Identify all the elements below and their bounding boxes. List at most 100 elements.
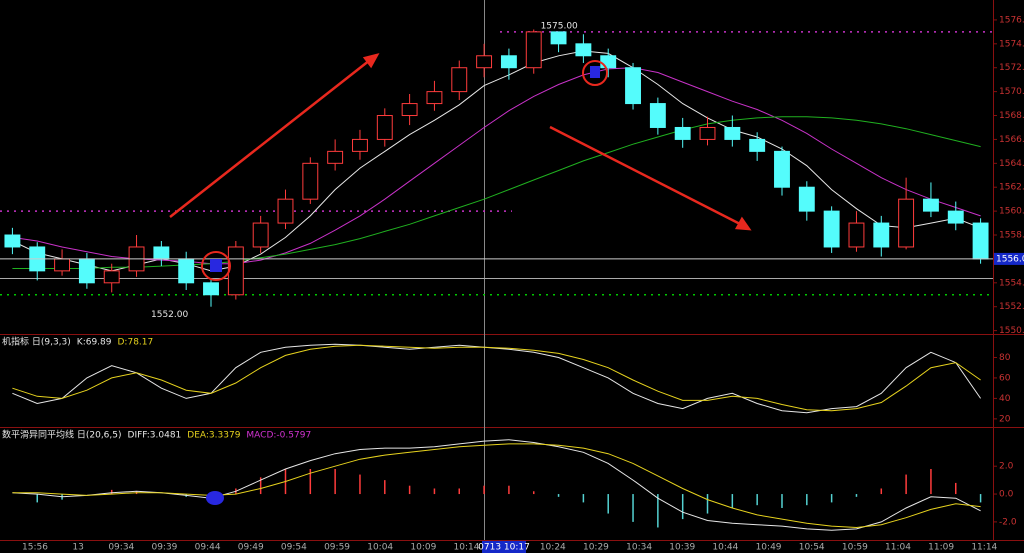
x-tick-label: 13 bbox=[72, 543, 83, 553]
x-tick-label: 10:14 bbox=[454, 543, 480, 553]
candle-body bbox=[103, 270, 120, 284]
x-tick-label: 10:59 bbox=[842, 543, 868, 553]
moving-average bbox=[12, 67, 981, 265]
y-tick-label: 1568.00 bbox=[999, 111, 1024, 121]
y-tick-label: 1564.00 bbox=[999, 159, 1024, 169]
candle-body bbox=[922, 198, 939, 212]
candle-body bbox=[78, 258, 95, 284]
signal-marker bbox=[206, 491, 224, 505]
x-tick-label: 09:54 bbox=[281, 543, 307, 553]
panel-title: 机指标 日(9,3,3) bbox=[2, 336, 71, 348]
y-tick-label: 1552.00 bbox=[999, 302, 1024, 312]
trend-arrows bbox=[169, 53, 752, 231]
candle-body bbox=[54, 258, 71, 272]
candle-body bbox=[724, 126, 741, 140]
candle-body bbox=[550, 31, 567, 45]
y-tick-label: 1554.00 bbox=[999, 278, 1024, 288]
candle-body bbox=[227, 246, 244, 296]
cursor-label-box bbox=[482, 541, 526, 553]
indicator-line bbox=[12, 439, 981, 531]
candle-body bbox=[823, 210, 840, 248]
y-tick-label: 1562.00 bbox=[999, 183, 1024, 193]
signal-circle bbox=[201, 251, 231, 281]
x-tick-label: 10:44 bbox=[712, 543, 738, 553]
x-tick-label: 10:29 bbox=[583, 543, 609, 553]
candle-body bbox=[749, 138, 766, 152]
legend-entry: MACD:-0.5797 bbox=[246, 431, 311, 441]
x-tick-label: 11:14 bbox=[971, 543, 997, 553]
panel-borders bbox=[0, 0, 1024, 541]
x-tick-label: 11:09 bbox=[928, 543, 954, 553]
moving-average bbox=[12, 50, 981, 272]
candle-body bbox=[600, 55, 617, 69]
y-tick-label: 1576.00 bbox=[999, 15, 1024, 25]
x-tick-label: 10:04 bbox=[367, 543, 393, 553]
candle-body bbox=[252, 222, 269, 248]
arrow-head bbox=[362, 53, 380, 69]
candle-body bbox=[625, 67, 641, 105]
arrow-up bbox=[169, 59, 371, 218]
x-tick-label: 09:34 bbox=[108, 543, 134, 553]
x-tick-label: 10:54 bbox=[799, 543, 825, 553]
candle-body bbox=[277, 198, 294, 224]
legend-entry: K:69.89 bbox=[77, 338, 112, 348]
last-price-label: 1556.0 bbox=[996, 254, 1024, 264]
x-tick-label: 10:49 bbox=[756, 543, 782, 553]
candle-body bbox=[972, 222, 989, 260]
candle-body bbox=[774, 150, 790, 188]
x-tick-label: 11:04 bbox=[885, 543, 911, 553]
arrow-down bbox=[549, 125, 743, 227]
y-tick-label: 20 bbox=[999, 414, 1011, 424]
arrow-head bbox=[734, 216, 752, 231]
candle-body bbox=[947, 210, 964, 224]
y-tick-label: 1550.00 bbox=[999, 326, 1024, 336]
candle-body bbox=[674, 126, 691, 140]
candle-body bbox=[699, 126, 716, 140]
moving-average bbox=[12, 116, 981, 269]
candle-body bbox=[525, 31, 542, 69]
legend-entry: DEA:3.3379 bbox=[187, 431, 240, 441]
last-price-tag bbox=[994, 252, 1024, 265]
candle-body bbox=[327, 150, 344, 164]
x-tick-label: 10:39 bbox=[669, 543, 695, 553]
plot: 1576.00 1574.00 1572.00 1570.00 1568.00 1566.… bbox=[0, 15, 1024, 553]
x-tick-label: 10:34 bbox=[626, 543, 652, 553]
x-tick-label: 09:44 bbox=[195, 543, 221, 553]
candle-body bbox=[451, 67, 468, 93]
candle-body bbox=[203, 282, 219, 296]
candle-body bbox=[153, 246, 170, 260]
y-tick-label: 1570.00 bbox=[999, 87, 1024, 97]
legend-entry: DIFF:3.0481 bbox=[128, 431, 182, 441]
indicator-line bbox=[12, 443, 981, 529]
x-tick-label: 09:49 bbox=[238, 543, 264, 553]
candle-body bbox=[848, 222, 865, 248]
y-tick-label: 60 bbox=[999, 373, 1011, 383]
y-tick-label: 1566.00 bbox=[999, 135, 1024, 145]
panel-title: 数平滑异同平均线 日(20,6,5) bbox=[2, 429, 122, 441]
x-tick-label: 15:56 bbox=[22, 543, 48, 553]
y-tick-label: 1558.00 bbox=[999, 231, 1024, 241]
candle-body bbox=[302, 162, 319, 200]
candle-body bbox=[178, 258, 195, 284]
y-tick-label: -2.0 bbox=[999, 517, 1017, 527]
x-tick-label: 09:39 bbox=[151, 543, 177, 553]
y-tick-label: 80 bbox=[999, 353, 1011, 363]
x-tick-label: 09:59 bbox=[324, 543, 350, 553]
candle-body bbox=[575, 43, 592, 57]
x-tick-label: 10:09 bbox=[410, 543, 436, 553]
x-tick-label: 10:24 bbox=[540, 543, 566, 553]
candle-body bbox=[426, 91, 443, 105]
candle-body bbox=[352, 138, 368, 152]
candle-body bbox=[649, 103, 666, 128]
price-annotation: 1552.00 bbox=[151, 310, 188, 320]
legend-entry: D:78.17 bbox=[118, 338, 154, 348]
y-tick-label: 2.0 bbox=[999, 462, 1014, 472]
y-tick-label: 0.0 bbox=[999, 490, 1014, 500]
y-tick-label: 1572.00 bbox=[999, 63, 1024, 73]
candle-body bbox=[4, 234, 21, 248]
candle-body bbox=[500, 55, 517, 69]
candle-body bbox=[873, 222, 890, 248]
